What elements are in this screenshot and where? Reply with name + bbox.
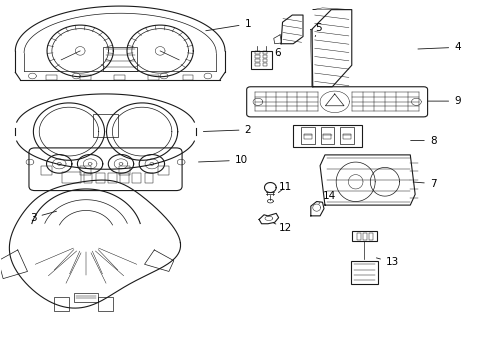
- Text: 3: 3: [30, 211, 57, 222]
- Bar: [96, 173, 104, 183]
- Bar: [323, 134, 330, 139]
- Bar: [93, 114, 118, 137]
- Bar: [98, 297, 113, 311]
- Bar: [255, 51, 259, 54]
- Text: 1: 1: [205, 19, 251, 31]
- Text: 13: 13: [376, 257, 398, 267]
- Bar: [350, 261, 377, 284]
- Text: 9: 9: [427, 96, 460, 106]
- Bar: [301, 127, 314, 144]
- Bar: [263, 63, 267, 66]
- Bar: [368, 233, 372, 239]
- Bar: [114, 75, 125, 80]
- Bar: [263, 55, 267, 58]
- Bar: [148, 75, 159, 80]
- Bar: [250, 51, 272, 69]
- Text: 5: 5: [315, 23, 321, 37]
- Bar: [263, 51, 267, 54]
- Bar: [356, 233, 360, 239]
- Bar: [119, 166, 130, 175]
- Bar: [144, 173, 153, 183]
- Bar: [103, 47, 137, 71]
- Bar: [362, 233, 366, 239]
- Text: 6: 6: [273, 48, 280, 58]
- Bar: [132, 173, 141, 183]
- Bar: [342, 134, 350, 139]
- Bar: [74, 293, 98, 302]
- Bar: [61, 172, 81, 183]
- Bar: [41, 166, 52, 175]
- Text: 12: 12: [273, 223, 291, 233]
- Bar: [339, 127, 353, 144]
- Bar: [80, 166, 91, 175]
- Bar: [320, 127, 333, 144]
- Bar: [158, 166, 168, 175]
- Text: 7: 7: [412, 179, 435, 189]
- Bar: [263, 59, 267, 62]
- Bar: [255, 55, 259, 58]
- Bar: [304, 134, 311, 139]
- Bar: [108, 173, 117, 183]
- Bar: [255, 59, 259, 62]
- Bar: [83, 173, 92, 183]
- Bar: [46, 75, 57, 80]
- Text: 14: 14: [319, 191, 335, 203]
- Text: 8: 8: [410, 136, 435, 145]
- Text: 11: 11: [278, 182, 291, 193]
- Bar: [255, 63, 259, 66]
- Text: 10: 10: [198, 155, 247, 165]
- Bar: [80, 75, 91, 80]
- Bar: [120, 173, 129, 183]
- Bar: [54, 297, 69, 311]
- Text: 2: 2: [203, 125, 251, 135]
- Bar: [182, 75, 193, 80]
- Bar: [351, 231, 376, 241]
- Bar: [293, 125, 361, 147]
- Text: 4: 4: [417, 42, 460, 52]
